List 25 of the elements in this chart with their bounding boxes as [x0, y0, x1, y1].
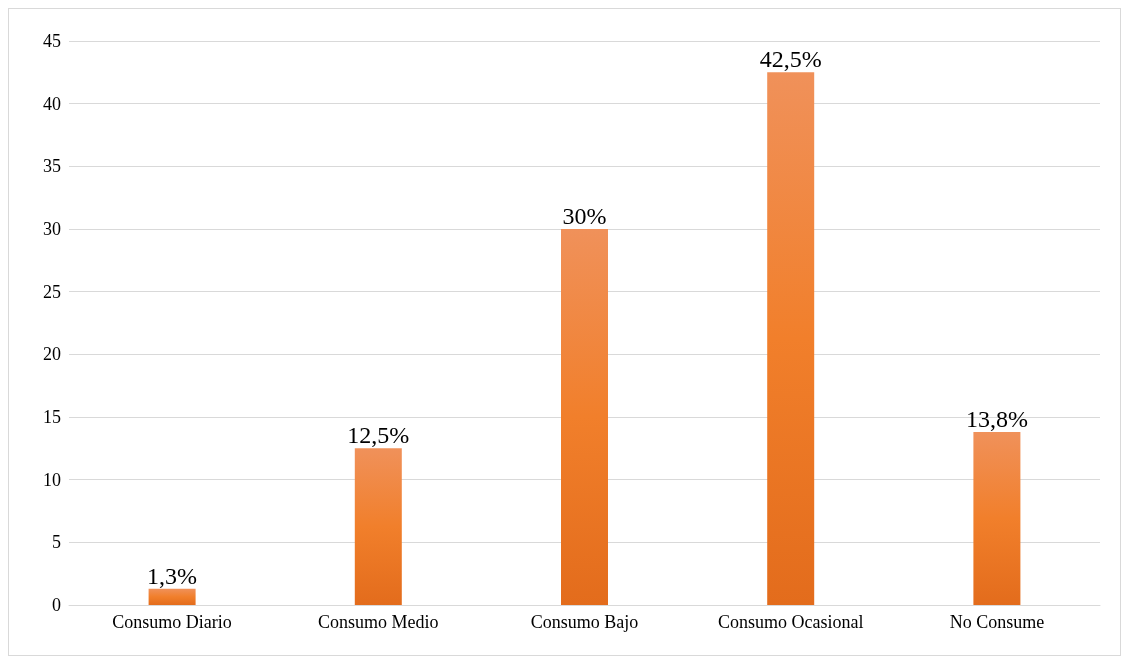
- y-tick-label: 20: [43, 344, 61, 365]
- bar: [973, 432, 1021, 605]
- data-label: 13,8%: [965, 406, 1028, 433]
- y-tick-label: 35: [43, 156, 61, 177]
- y-tick-label: 25: [43, 281, 61, 302]
- x-tick-label: Consumo Ocasional: [717, 612, 864, 632]
- x-tick-label: Consumo Bajo: [530, 612, 639, 632]
- x-tick-label: Consumo Diario: [112, 612, 232, 632]
- y-tick-label: 15: [43, 407, 61, 427]
- x-tick-label: No Consume: [949, 612, 1045, 632]
- bar: [767, 72, 815, 605]
- y-tick-label: 45: [43, 31, 61, 51]
- data-label: 30%: [562, 203, 607, 229]
- data-label: 42,5%: [759, 46, 822, 73]
- y-tick-label: 30: [43, 219, 61, 239]
- y-tick-label: 40: [43, 93, 61, 114]
- y-tick-label: 5: [52, 532, 61, 553]
- bar: [561, 229, 608, 605]
- bar: [354, 448, 402, 605]
- y-tick-label: 10: [43, 469, 61, 490]
- bar: [148, 588, 196, 605]
- y-tick-label: 0: [52, 595, 61, 615]
- data-label: 1,3%: [147, 562, 198, 589]
- data-label: 12,5%: [347, 422, 410, 449]
- x-tick-label: Consumo Medio: [318, 612, 439, 632]
